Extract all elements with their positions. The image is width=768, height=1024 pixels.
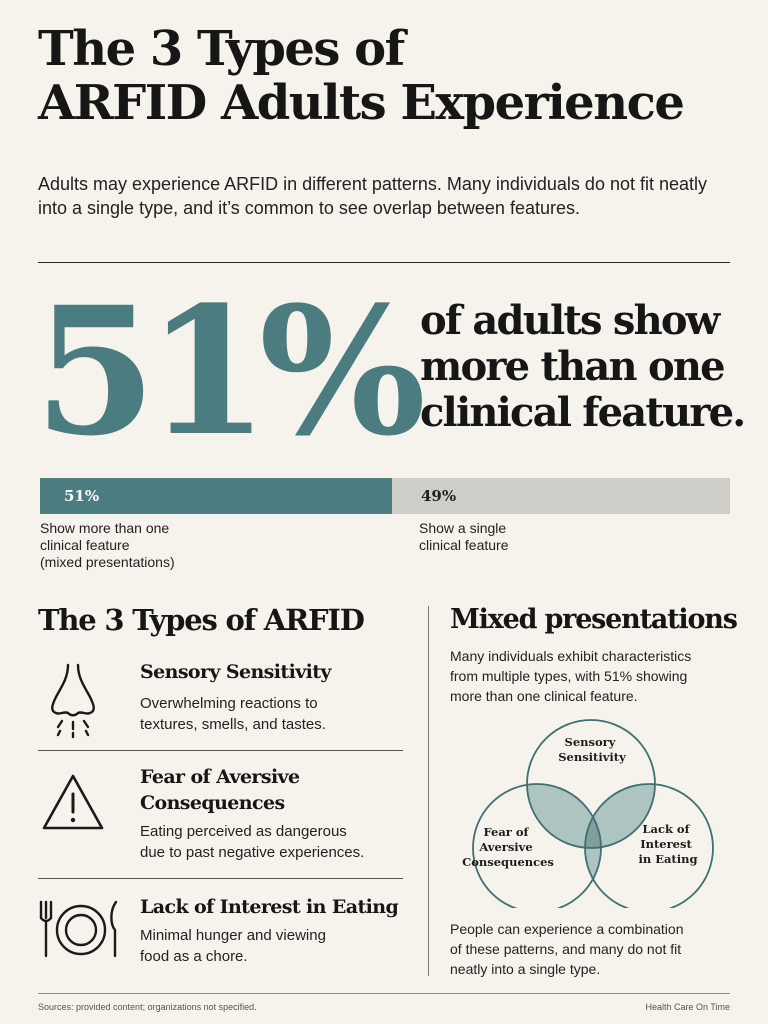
page-title: The 3 Types of ARFID Adults Experience <box>38 22 738 130</box>
types-heading: The 3 Types of ARFID <box>38 603 365 637</box>
fork-plate-knife-icon <box>39 900 118 958</box>
nose-icon <box>51 663 95 739</box>
type-description-line: Minimal hunger and viewing <box>140 927 326 944</box>
bar-label-single: 49% <box>421 487 457 505</box>
mixed-description-line: more than one clinical feature. <box>450 688 638 704</box>
type-title: Fear of Aversive Consequences <box>140 764 300 816</box>
venn-overlap-top-right <box>585 784 655 848</box>
type-title-line: Sensory Sensitivity <box>140 661 331 683</box>
bar-description-line: (mixed presentations) <box>40 554 175 570</box>
venn-circle-fear <box>472 783 602 908</box>
proportion-bar <box>40 478 730 514</box>
column-divider <box>428 606 429 976</box>
type-description-line: due to past negative experiences. <box>140 844 365 861</box>
bar-description-line: Show a single <box>419 520 507 536</box>
bar-label-mixed: 51% <box>64 487 100 505</box>
warning-triangle-icon <box>42 774 104 830</box>
type-description-line: Eating perceived as dangerous <box>140 823 347 840</box>
type-divider <box>38 750 403 751</box>
stat-caption-line: more than one <box>420 343 726 390</box>
type-description-line: food as a chore. <box>140 948 248 965</box>
type-description-line: textures, smells, and tastes. <box>140 716 326 733</box>
type-description: Minimal hunger and viewing food as a cho… <box>140 925 410 967</box>
mixed-description-line: from multiple types, with 51% showing <box>450 668 688 684</box>
type-description: Overwhelming reactions to textures, smel… <box>140 693 410 735</box>
type-title-line: Lack of Interest in Eating <box>140 896 399 918</box>
type-title: Lack of Interest in Eating <box>140 894 399 920</box>
bar-description-line: Show more than one <box>40 520 170 536</box>
venn-overlaps <box>527 784 655 908</box>
mixed-description: Many individuals exhibit characteristics… <box>450 646 750 706</box>
stat-caption: of adults show more than one clinical fe… <box>420 298 750 436</box>
footer-brand: Health Care On Time <box>645 1002 730 1012</box>
venn-diagram: Sensory Sensitivity Fear of Aversive Con… <box>462 719 714 908</box>
venn-circle-lack-of-interest <box>584 783 714 908</box>
bar-description-line: clinical feature <box>419 537 509 553</box>
bar-description-mixed: Show more than one clinical feature (mix… <box>40 520 260 571</box>
type-title-line: Consequences <box>140 792 285 814</box>
type-description-line: Overwhelming reactions to <box>140 695 318 712</box>
proportion-bar-fill-mixed <box>40 478 392 514</box>
bar-description-single: Show a single clinical feature <box>419 520 619 554</box>
title-line: ARFID Adults Experience <box>38 75 685 131</box>
top-divider <box>38 262 730 263</box>
stat-caption-line: clinical feature. <box>420 389 746 436</box>
footer-sources: Sources: provided content; organizations… <box>38 1002 257 1012</box>
bar-description-line: clinical feature <box>40 537 130 553</box>
footer-divider <box>38 993 730 994</box>
type-title-line: Fear of Aversive <box>140 766 300 788</box>
venn-label-lack-of-interest: Lack of Interest in Eating <box>638 822 697 866</box>
type-description: Eating perceived as dangerous due to pas… <box>140 821 410 863</box>
venn-label-sensory: Sensory Sensitivity <box>558 735 626 764</box>
mixed-outro-line: neatly into a single type. <box>450 961 601 977</box>
title-line: The 3 Types of <box>38 21 405 77</box>
mixed-outro: People can experience a combination of t… <box>450 919 750 979</box>
mixed-outro-line: of these patterns, and many do not fit <box>450 941 682 957</box>
type-divider <box>38 878 403 879</box>
mixed-heading: Mixed presentations <box>450 604 738 635</box>
big-stat-value: 51% <box>34 268 426 475</box>
venn-label-fear: Fear of Aversive Consequences <box>462 825 554 869</box>
type-title: Sensory Sensitivity <box>140 659 331 685</box>
venn-overlap-top-left <box>527 784 601 848</box>
intro-text: Adults may experience ARFID in different… <box>38 174 708 218</box>
stat-caption-line: of adults show <box>420 297 720 344</box>
mixed-description-line: Many individuals exhibit characteristics <box>450 648 692 664</box>
mixed-outro-line: People can experience a combination <box>450 921 684 937</box>
